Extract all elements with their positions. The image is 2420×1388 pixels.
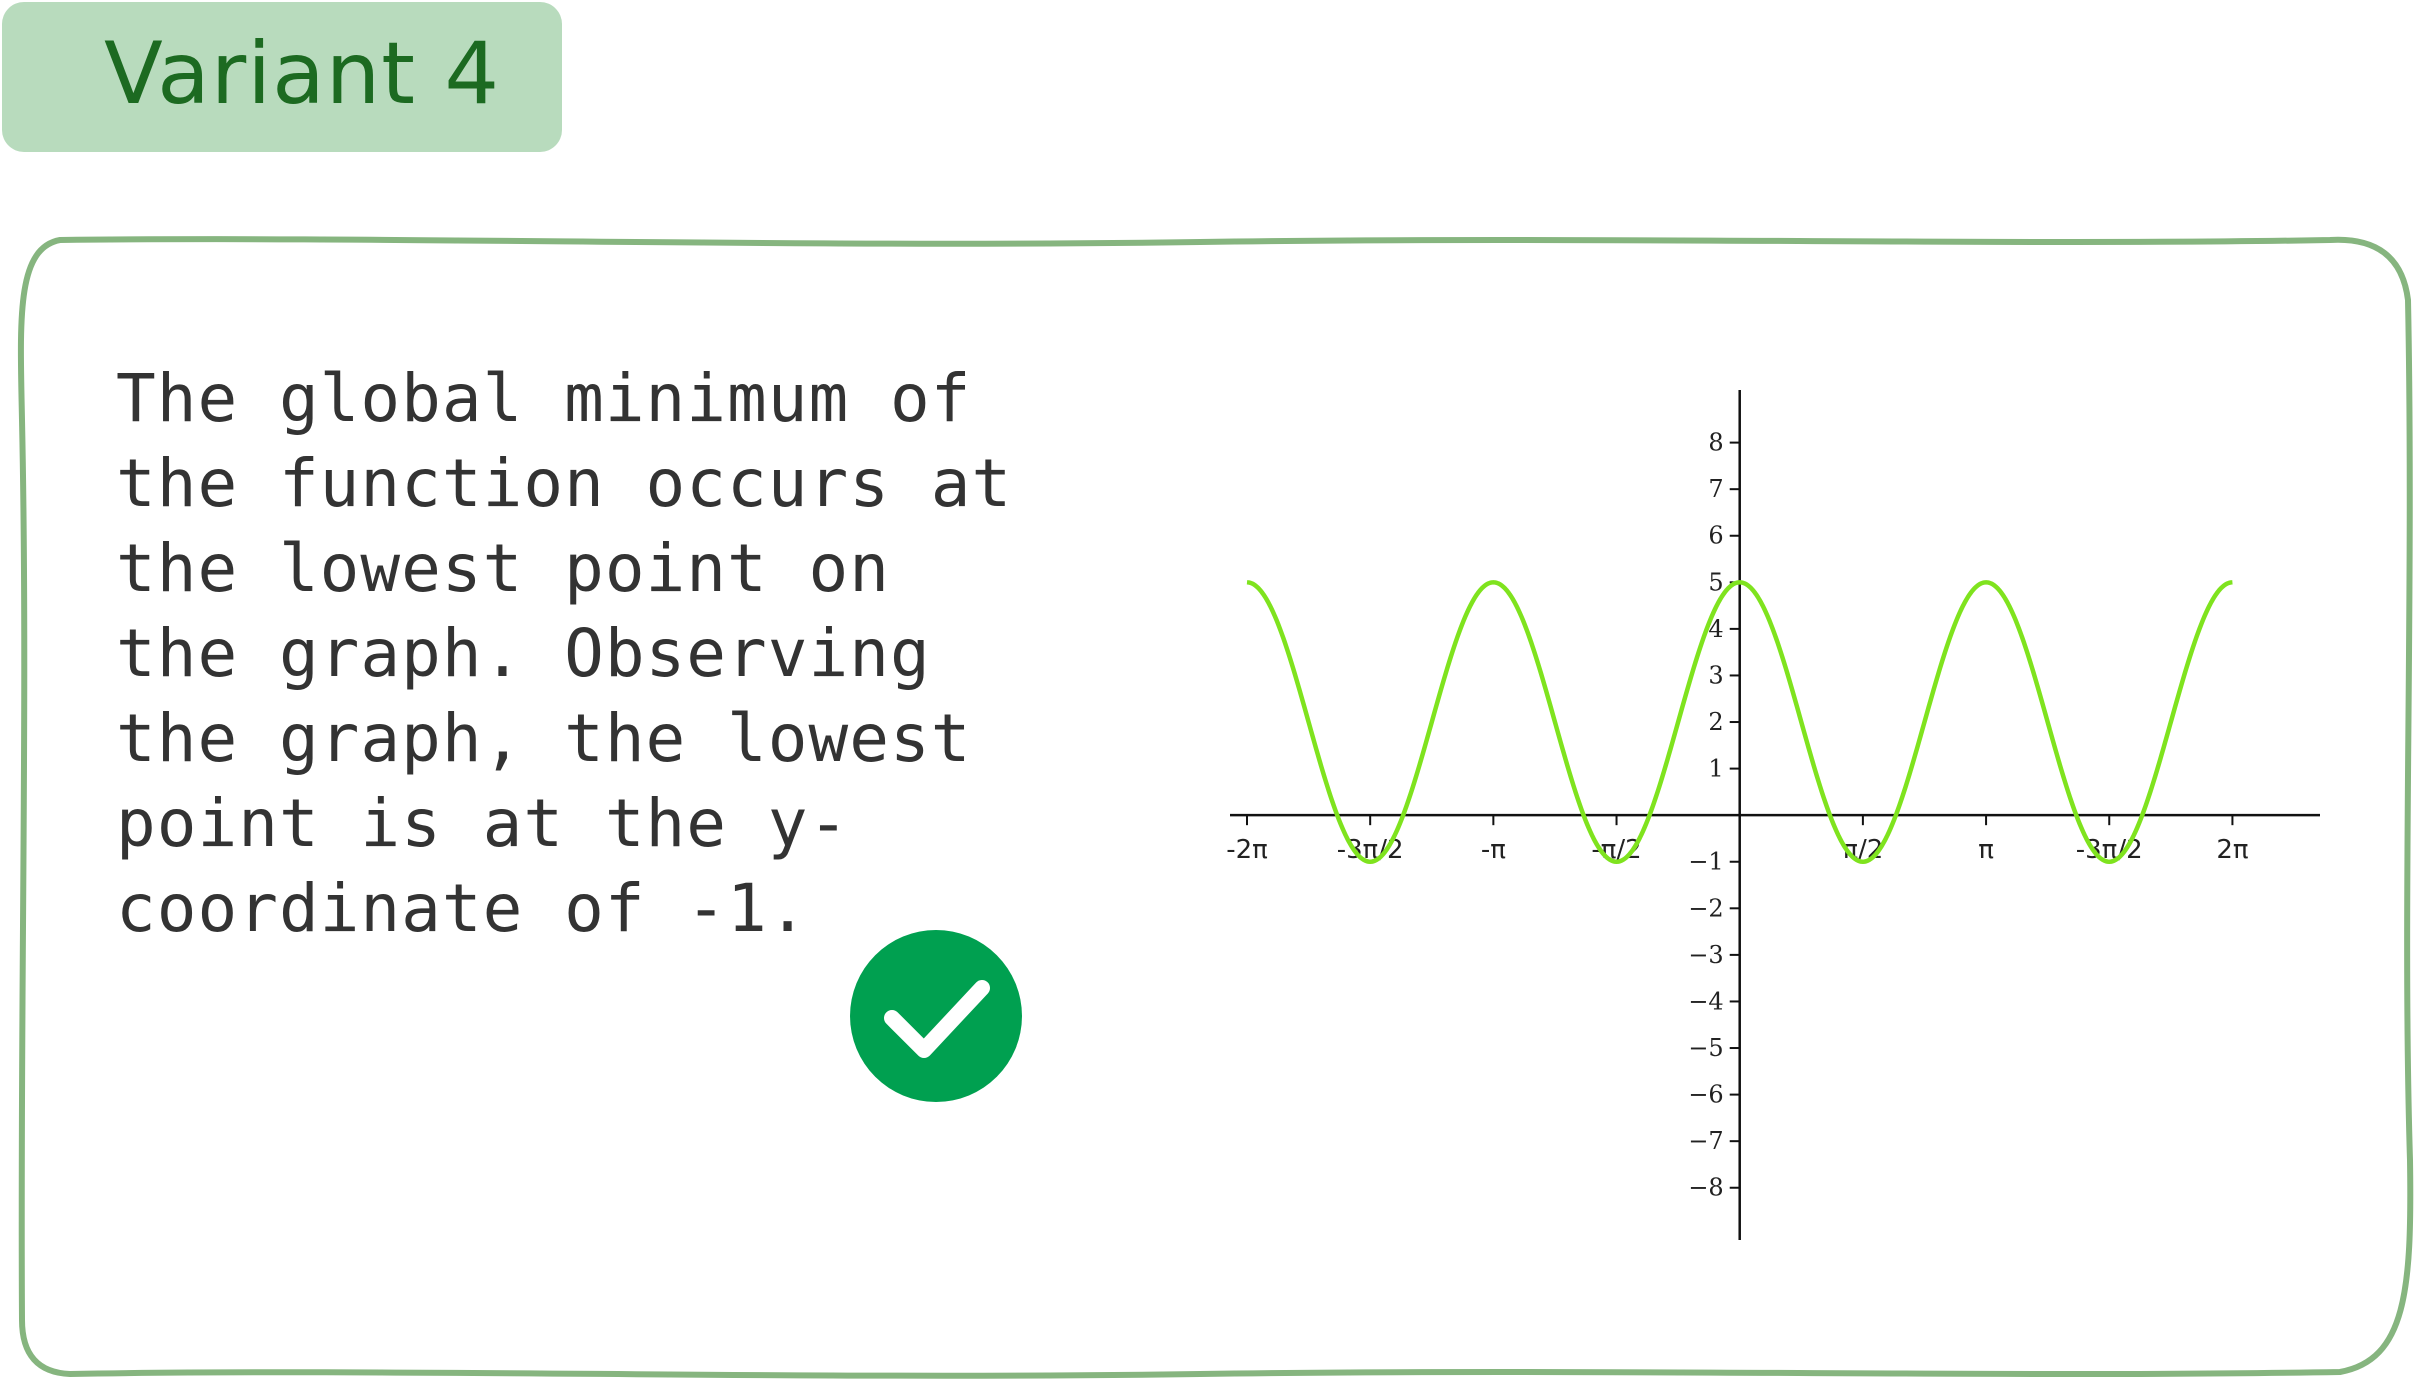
axes: [1230, 390, 2320, 1240]
y-tick-label: −8: [1688, 1174, 1723, 1202]
y-tick-label: −2: [1688, 894, 1723, 922]
y-tick-label: 8: [1708, 429, 1723, 457]
y-tick-label: 6: [1708, 522, 1723, 550]
y-tick-label: −7: [1688, 1127, 1723, 1155]
checkmark-icon: [850, 930, 1022, 1102]
function-curve: [1246, 580, 2234, 864]
y-tick-label: 3: [1708, 661, 1723, 689]
y-tick-label: −6: [1688, 1081, 1723, 1109]
explanation-line: the function occurs at: [116, 445, 1013, 522]
explanation-text: The global minimum of the function occur…: [116, 356, 1016, 951]
y-tick-label: 2: [1708, 708, 1723, 736]
y-tick-label: 5: [1708, 568, 1723, 596]
explanation-line: the lowest point on: [116, 530, 890, 607]
x-tick-label: -π: [1481, 835, 1506, 865]
x-tick-label: -2π: [1226, 835, 1268, 865]
explanation-line: coordinate of -1.: [116, 870, 809, 947]
x-tick-label: π: [1978, 835, 1994, 865]
variant-badge: Variant 4: [2, 2, 562, 152]
explanation-line: The global minimum of: [116, 360, 972, 437]
y-tick-label: −1: [1688, 848, 1723, 876]
explanation-line: point is at the y-: [116, 785, 850, 862]
y-tick-label: 4: [1708, 615, 1723, 643]
y-tick-label: −5: [1688, 1034, 1723, 1062]
explanation-line: the graph, the lowest: [116, 700, 972, 777]
y-tick-label: −3: [1688, 941, 1723, 969]
curve-layer: [1246, 580, 2234, 864]
variant-label: Variant 4: [104, 24, 501, 124]
explanation-line: the graph. Observing: [116, 615, 931, 692]
y-tick-label: 7: [1708, 475, 1723, 503]
x-tick-label: 2π: [2216, 835, 2248, 865]
y-tick-label: −4: [1688, 987, 1723, 1015]
y-tick-label: 1: [1708, 755, 1723, 783]
